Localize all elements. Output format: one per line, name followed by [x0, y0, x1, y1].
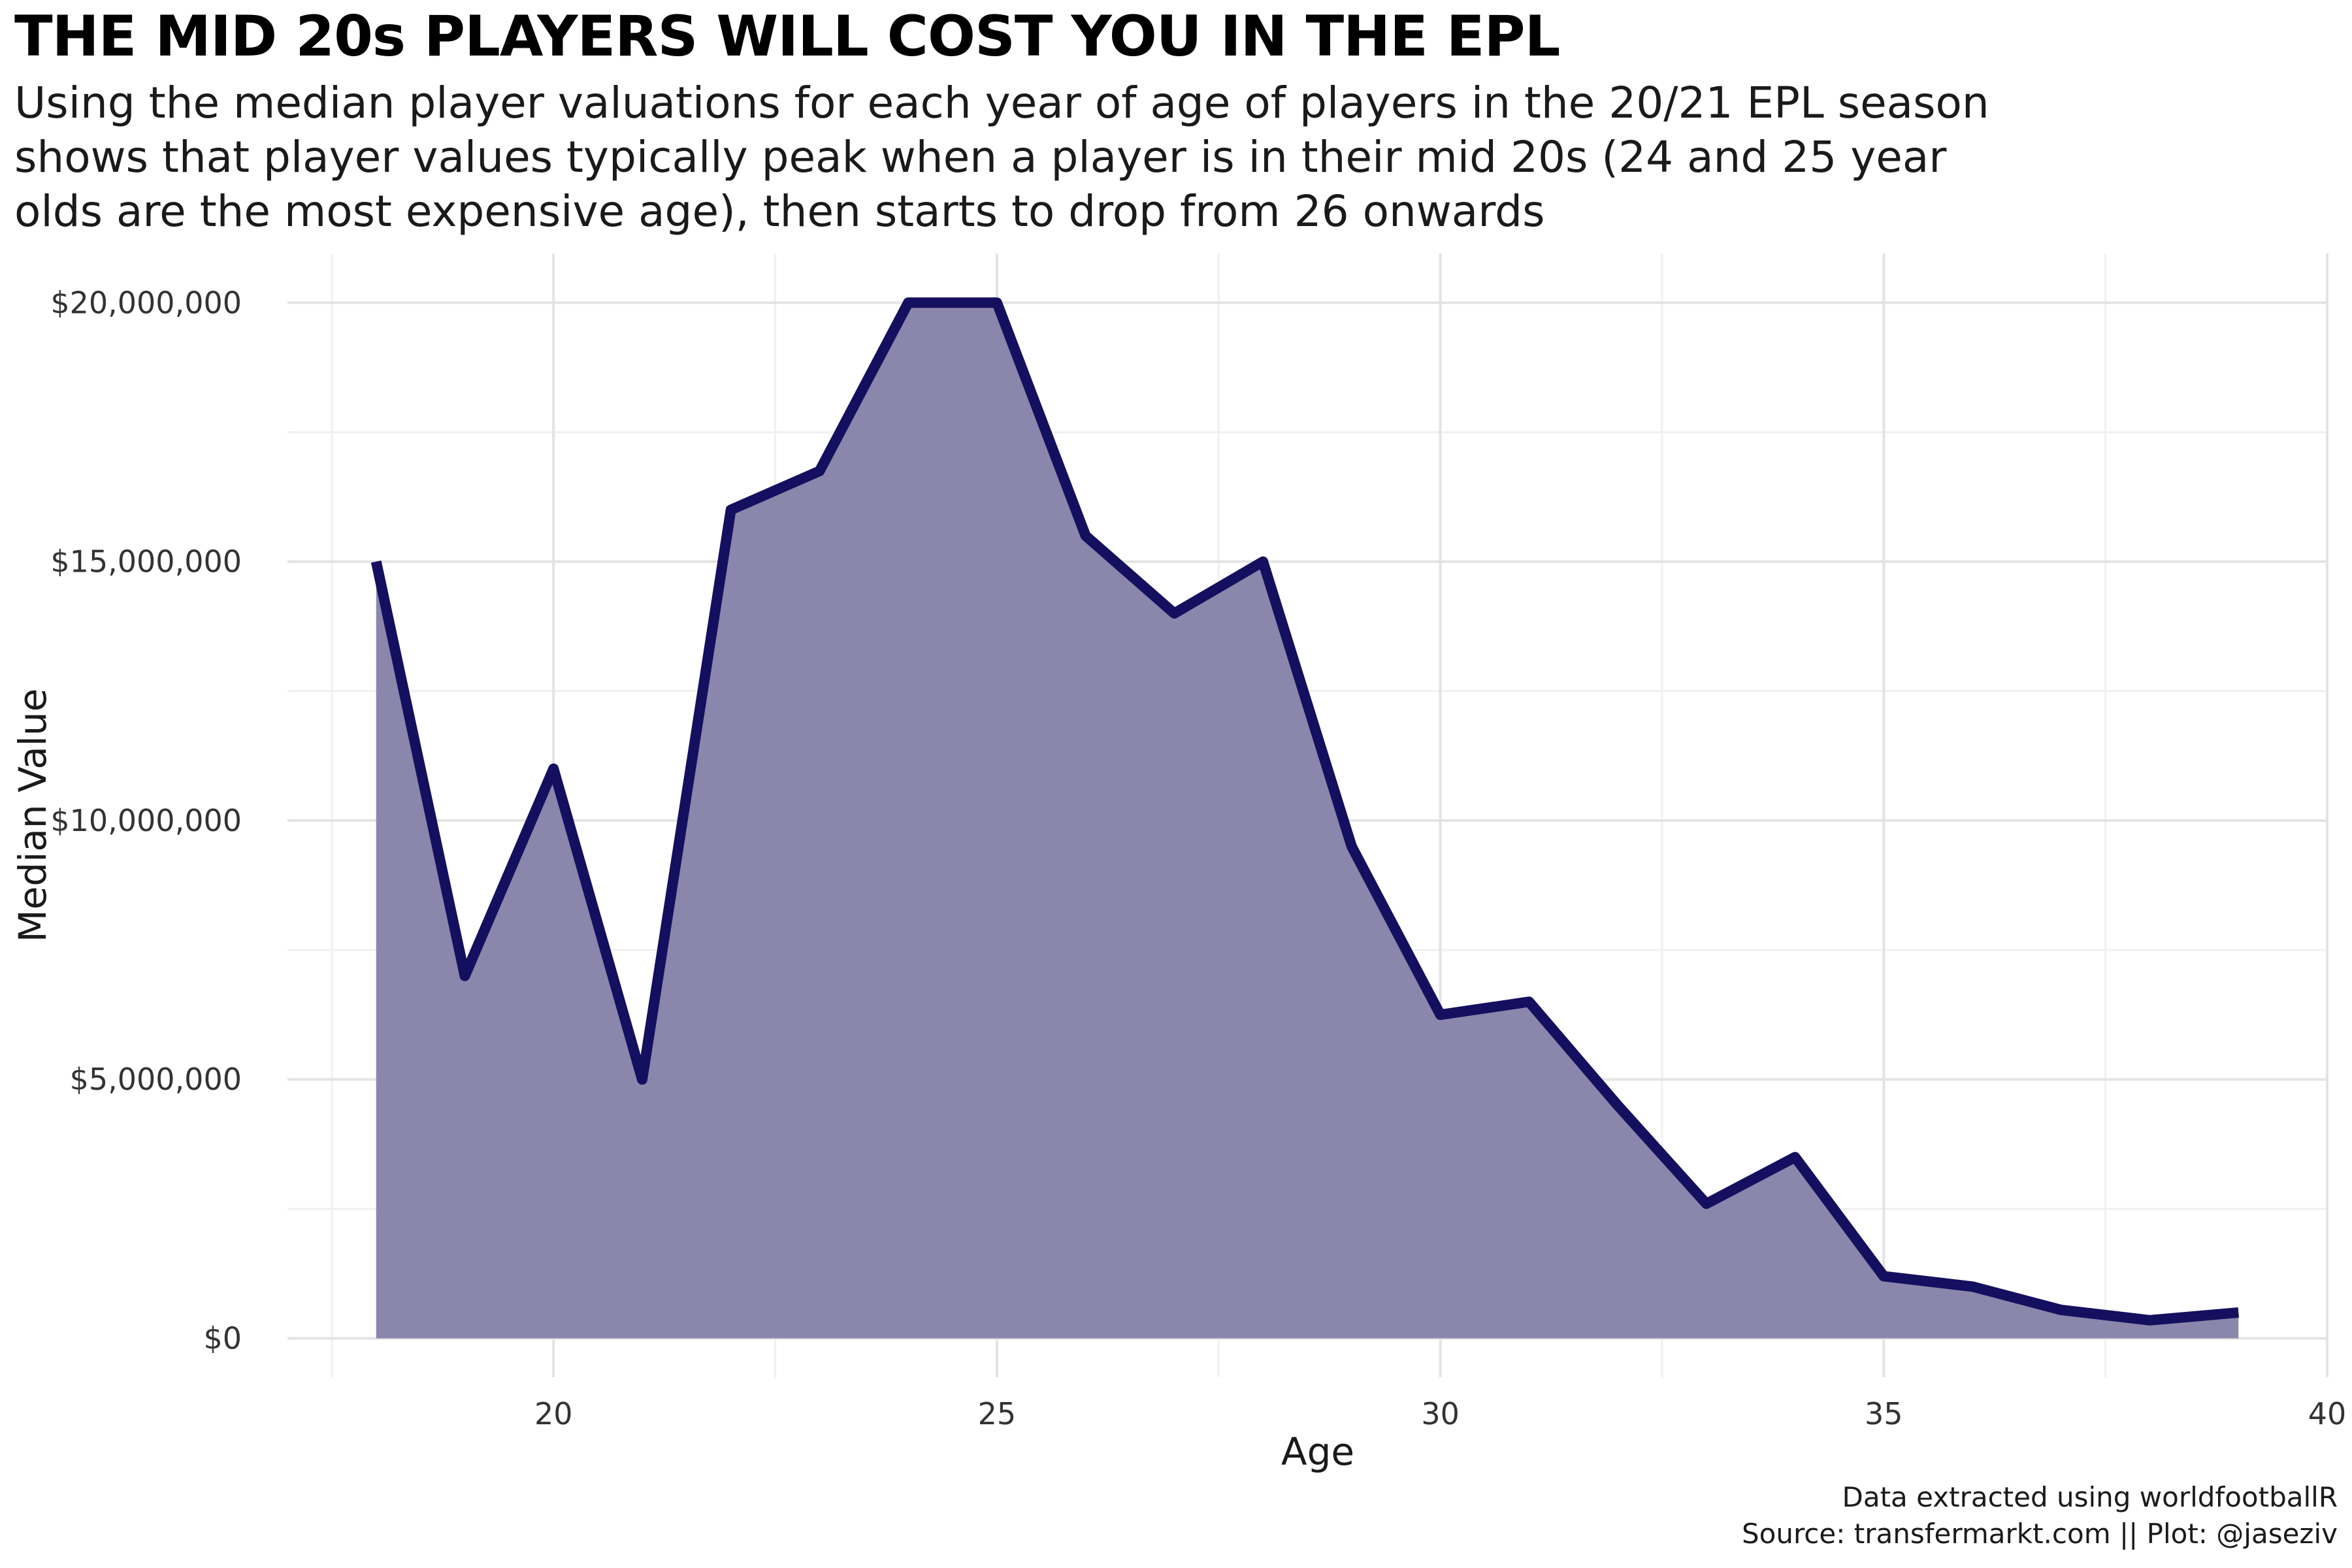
- chart-title: THE MID 20s PLAYERS WILL COST YOU IN THE…: [14, 4, 1560, 69]
- data-point: [642, 1079, 643, 1080]
- data-point: [1706, 1203, 1707, 1204]
- area-fill: [376, 302, 2239, 1339]
- data-point: [1085, 535, 1086, 536]
- x-axis-label: Age: [1281, 1429, 1354, 1474]
- data-point: [1262, 561, 1264, 563]
- x-tick-label: 35: [1865, 1396, 1903, 1431]
- y-tick-label: $5,000,000: [70, 1062, 242, 1097]
- x-axis-ticks: 20 25 30 35 40: [534, 1396, 2346, 1431]
- caption-line: Data extracted using worldfootballR: [1842, 1481, 2338, 1513]
- data-point: [819, 470, 820, 472]
- data-point: [1795, 1156, 1796, 1158]
- x-tick-label: 40: [2308, 1396, 2347, 1431]
- data-point: [730, 509, 732, 510]
- y-tick-label: $20,000,000: [50, 285, 242, 320]
- data-point: [1617, 1105, 1618, 1106]
- x-tick-label: 30: [1421, 1396, 1460, 1431]
- data-point: [907, 302, 909, 303]
- data-point: [2061, 1309, 2062, 1311]
- data-point: [464, 975, 465, 977]
- chart-caption: Data extracted using worldfootballR Sour…: [1742, 1479, 2338, 1552]
- chart-subtitle: Using the median player valuations for e…: [14, 76, 2236, 238]
- y-axis-ticks: $0 $5,000,000 $10,000,000 $15,000,000 $20,00…: [50, 285, 242, 1356]
- data-point: [1972, 1286, 1973, 1287]
- data-point: [2149, 1320, 2151, 1321]
- series-line: [370, 297, 2239, 1326]
- data-point: [1528, 1001, 1529, 1002]
- data-point: [1173, 613, 1175, 614]
- x-tick-label: 20: [534, 1396, 573, 1431]
- area-layer: [370, 297, 2239, 1339]
- subtitle-line: olds are the most expensive age), then s…: [14, 186, 1545, 237]
- data-point: [996, 302, 998, 303]
- data-point: [553, 768, 554, 770]
- data-point: [1440, 1014, 1441, 1015]
- data-point: [376, 561, 377, 563]
- caption-line: Source: transfermarkt.com || Plot: @jase…: [1741, 1518, 2338, 1550]
- data-point: [1883, 1275, 1884, 1277]
- data-point: [2238, 1312, 2239, 1313]
- data-point: [1351, 846, 1352, 847]
- y-tick-label: $10,000,000: [50, 803, 242, 838]
- y-axis-label: Median Value: [10, 689, 55, 943]
- y-tick-label: $15,000,000: [50, 544, 242, 580]
- subtitle-line: shows that player values typically peak …: [14, 132, 1947, 182]
- x-tick-label: 25: [978, 1396, 1017, 1431]
- subtitle-line: Using the median player valuations for e…: [14, 78, 1989, 128]
- y-tick-label: $0: [203, 1321, 242, 1356]
